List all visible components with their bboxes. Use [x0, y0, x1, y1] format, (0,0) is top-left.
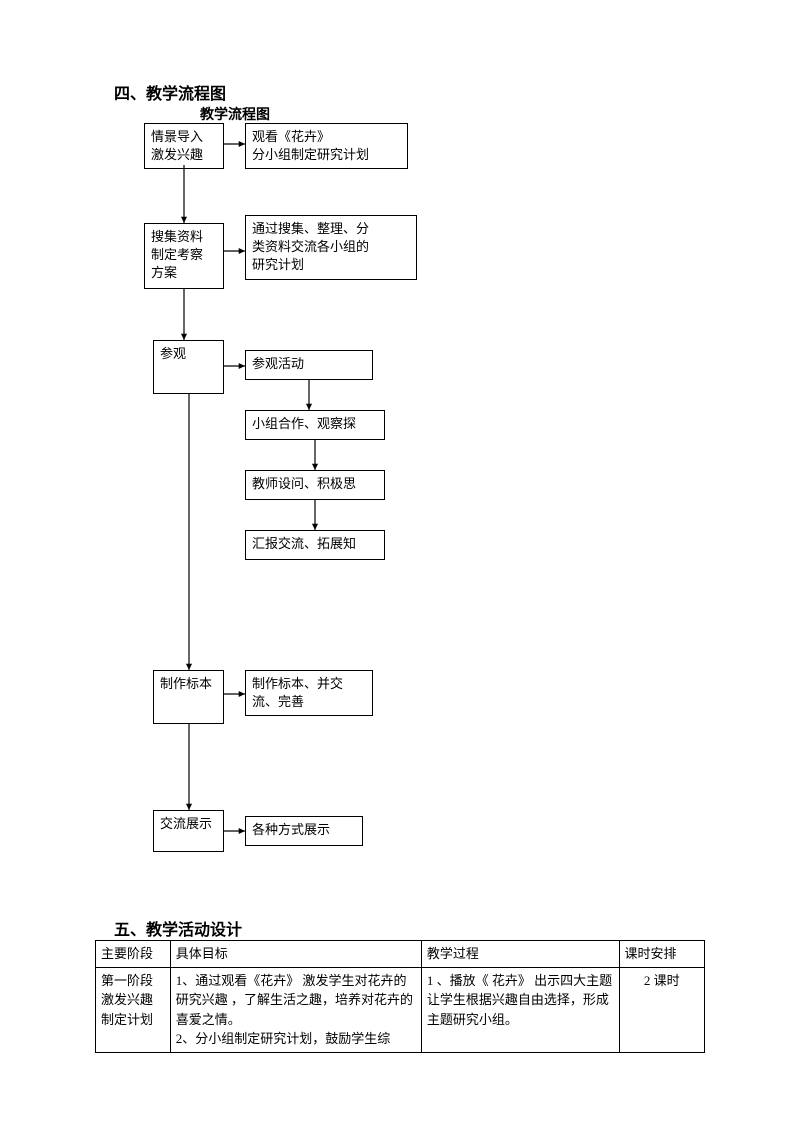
section5-heading: 五、教学活动设计 — [114, 916, 242, 940]
flow-edge — [181, 716, 197, 818]
flow-edge — [181, 386, 197, 678]
flow-node-n11: 制作标本、并交 流、完善 — [245, 670, 373, 716]
table-cell: 1 、播放《 花卉》 出示四大主题让学生根据兴趣自由选择，形成主题研究小组。 — [421, 967, 619, 1052]
activity-table: 主要阶段具体目标教学过程课时安排第一阶段 激发兴趣 制定计划1、通过观看《花卉》… — [95, 940, 705, 1053]
flow-edge — [176, 281, 192, 348]
flow-node-n2: 观看《花卉》 分小组制定研究计划 — [245, 123, 408, 169]
flow-edge — [216, 358, 253, 374]
flowchart: 情景导入 激发兴趣观看《花卉》 分小组制定研究计划搜集资料 制定考察 方案通过搜… — [0, 0, 800, 900]
flow-edge — [216, 136, 253, 152]
flow-edge — [216, 686, 253, 702]
flow-node-n13: 各种方式展示 — [245, 816, 363, 846]
flow-edge — [216, 823, 253, 839]
table-cell: 第一阶段 激发兴趣 制定计划 — [96, 967, 171, 1052]
table-header-cell: 教学过程 — [421, 941, 619, 968]
flow-node-n3: 搜集资料 制定考察 方案 — [144, 223, 224, 289]
flow-edge — [307, 432, 323, 478]
flow-edge — [216, 243, 253, 259]
table-header-cell: 具体目标 — [170, 941, 421, 968]
table-cell: 1、通过观看《花卉》 激发学生对花卉的研究兴趣 ，了解生活之趣，培养对花卉的喜爱… — [170, 967, 421, 1052]
table-header-cell: 课时安排 — [619, 941, 704, 968]
flow-edge — [176, 157, 192, 231]
table-row: 第一阶段 激发兴趣 制定计划1、通过观看《花卉》 激发学生对花卉的研究兴趣 ，了… — [96, 967, 705, 1052]
table-header-row: 主要阶段具体目标教学过程课时安排 — [96, 941, 705, 968]
flow-edge — [307, 492, 323, 538]
flow-node-n4: 通过搜集、整理、分 类资料交流各小组的 研究计划 — [245, 215, 417, 280]
flow-edge — [301, 372, 317, 418]
table-header-cell: 主要阶段 — [96, 941, 171, 968]
table-cell: 2 课时 — [619, 967, 704, 1052]
